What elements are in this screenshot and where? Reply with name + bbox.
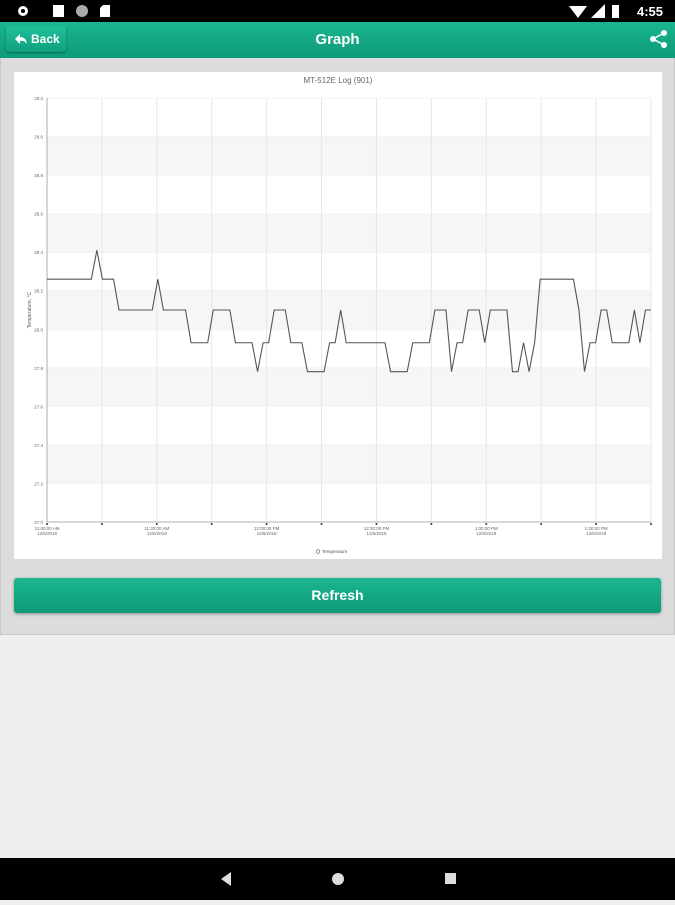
app-bar: Back Graph (0, 22, 675, 58)
x-tick-label: 12/6/2018 (147, 531, 168, 536)
nav-icons (221, 872, 456, 886)
x-tick-label: 1:00:00 PM (475, 526, 498, 531)
x-tick-dot (320, 523, 323, 525)
x-tick-label: 11:00:00 AM (35, 526, 60, 531)
x-tick-dot (430, 523, 433, 525)
x-tick-dot (210, 523, 213, 525)
clock: 4:55 (636, 4, 663, 19)
y-tick-label: 28.4 (34, 250, 43, 255)
x-tick-label: 12/6/2018 (257, 531, 278, 536)
grid-band (47, 213, 651, 253)
y-tick-label: 27.2 (34, 481, 43, 486)
y-tick-label: 29.0 (34, 135, 43, 140)
refresh-button[interactable]: Refresh (14, 578, 661, 613)
x-tick-dot (375, 523, 378, 525)
legend-marker (315, 549, 321, 554)
y-tick-label: 28.8 (34, 173, 43, 178)
back-icon (15, 34, 27, 44)
x-tick-label: 12/6/2018 (586, 531, 607, 536)
y-tick-label: 28.2 (34, 289, 43, 294)
x-tick-dot (595, 523, 598, 525)
x-tick-dot (265, 523, 268, 525)
nav-bar (0, 858, 675, 900)
status-bar: 4:55 (0, 0, 675, 22)
x-tick-dot (155, 523, 158, 525)
x-tick-dot (100, 523, 103, 525)
x-tick-dot (540, 523, 543, 525)
back-button[interactable]: Back (6, 26, 66, 52)
x-tick-dot (650, 523, 652, 525)
chart: MT-512E Log (901) Temperature, °C 27.0 27… (27, 76, 652, 554)
y-tick-label: 28.6 (34, 212, 43, 217)
y-tick-label: 27.4 (34, 443, 43, 448)
x-tick-label: 11:30:00 AM (144, 526, 169, 531)
chart-title: MT-512E Log (901) (304, 76, 373, 85)
y-tick-label: 28.0 (34, 327, 43, 332)
share-button[interactable] (647, 26, 671, 52)
y-tick-label: 27.0 (34, 520, 43, 525)
status-right-icons (569, 4, 619, 18)
status-icons (18, 5, 110, 17)
grid-band (47, 136, 651, 176)
x-tick-dot (485, 523, 488, 525)
y-axis-label: Temperature, °C (27, 291, 33, 328)
y-tick-label: 27.6 (34, 404, 43, 409)
screen-title: Graph (315, 31, 360, 48)
x-tick-label: 12/6/2018 (366, 531, 387, 536)
grid-band (47, 367, 651, 407)
grid-band (47, 444, 651, 484)
y-tick-label: 29.2 (34, 96, 43, 101)
back-label: Back (31, 32, 60, 46)
legend-label: Temperature (322, 549, 348, 554)
series-line (47, 250, 651, 373)
x-tick-label: 12/6/2018 (37, 531, 58, 536)
x-tick-dot (46, 523, 48, 525)
y-tick-label: 27.8 (34, 366, 43, 371)
x-tick-label: 12:00:00 PM (254, 526, 280, 531)
x-tick-label: 1:30:00 PM (585, 526, 608, 531)
x-tick-label: 12:30:00 PM (364, 526, 390, 531)
x-tick-label: 12/6/2018 (476, 531, 497, 536)
